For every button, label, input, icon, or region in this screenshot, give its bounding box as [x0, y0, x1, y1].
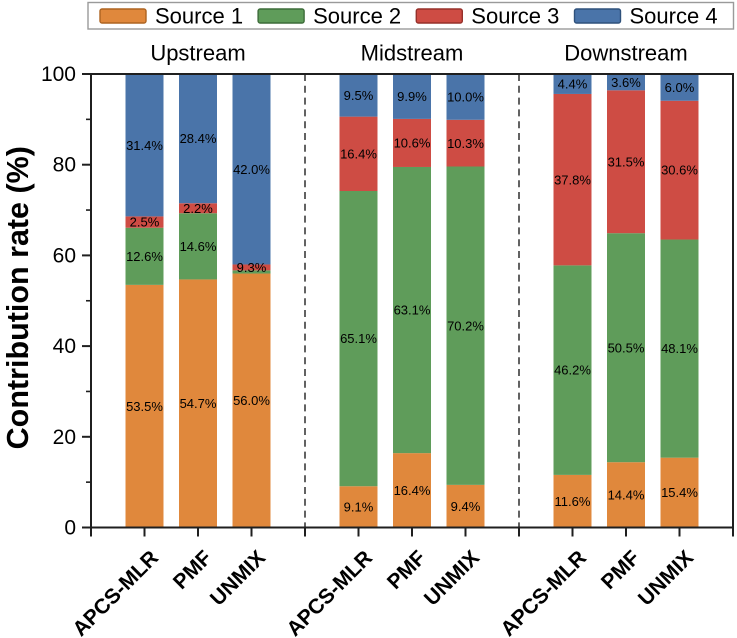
svg-text:80: 80: [53, 154, 76, 177]
svg-text:30.6%: 30.6%: [661, 163, 698, 178]
svg-text:42.0%: 42.0%: [233, 162, 270, 177]
svg-text:Source 3: Source 3: [471, 4, 559, 29]
svg-text:70.2%: 70.2%: [447, 318, 484, 333]
svg-text:65.1%: 65.1%: [340, 331, 377, 346]
svg-text:63.1%: 63.1%: [394, 303, 431, 318]
svg-text:Source 4: Source 4: [630, 4, 718, 29]
svg-text:16.4%: 16.4%: [340, 146, 377, 161]
svg-text:37.8%: 37.8%: [554, 172, 591, 187]
svg-text:0: 0: [64, 517, 76, 540]
svg-text:Upstream: Upstream: [150, 41, 245, 66]
svg-text:Downstream: Downstream: [564, 41, 687, 66]
svg-text:9.4%: 9.4%: [451, 499, 481, 514]
svg-text:10.0%: 10.0%: [447, 90, 484, 105]
svg-text:56.0%: 56.0%: [233, 393, 270, 408]
svg-text:60: 60: [53, 244, 76, 267]
svg-text:16.4%: 16.4%: [394, 483, 431, 498]
svg-text:40: 40: [53, 335, 76, 358]
svg-text:48.1%: 48.1%: [661, 341, 698, 356]
svg-text:28.4%: 28.4%: [180, 131, 217, 146]
svg-text:6.0%: 6.0%: [665, 80, 695, 95]
svg-text:53.5%: 53.5%: [126, 399, 163, 414]
svg-text:10.6%: 10.6%: [394, 136, 431, 151]
svg-text:14.6%: 14.6%: [180, 239, 217, 254]
svg-text:46.2%: 46.2%: [554, 363, 591, 378]
svg-text:50.5%: 50.5%: [608, 340, 645, 355]
svg-text:9.1%: 9.1%: [344, 499, 374, 514]
svg-text:14.4%: 14.4%: [608, 487, 645, 502]
svg-text:31.5%: 31.5%: [608, 154, 645, 169]
svg-text:Source 1: Source 1: [155, 4, 243, 29]
svg-text:Source 2: Source 2: [313, 4, 401, 29]
svg-text:4.4%: 4.4%: [558, 77, 588, 92]
svg-text:Midstream: Midstream: [361, 41, 464, 66]
svg-text:Contribution rate (%): Contribution rate (%): [1, 146, 35, 449]
svg-text:2.2%: 2.2%: [183, 201, 213, 216]
svg-text:10.3%: 10.3%: [447, 136, 484, 151]
svg-text:9.5%: 9.5%: [344, 88, 374, 103]
svg-text:100: 100: [41, 63, 76, 86]
svg-text:20: 20: [53, 426, 76, 449]
svg-text:2.5%: 2.5%: [130, 215, 160, 230]
svg-text:9.3%: 9.3%: [237, 260, 267, 275]
svg-text:9.9%: 9.9%: [397, 89, 427, 104]
svg-text:15.4%: 15.4%: [661, 485, 698, 500]
svg-text:3.6%: 3.6%: [611, 75, 641, 90]
svg-text:31.4%: 31.4%: [126, 138, 163, 153]
svg-text:11.6%: 11.6%: [555, 494, 591, 509]
svg-text:54.7%: 54.7%: [180, 396, 217, 411]
svg-text:12.6%: 12.6%: [126, 249, 163, 264]
